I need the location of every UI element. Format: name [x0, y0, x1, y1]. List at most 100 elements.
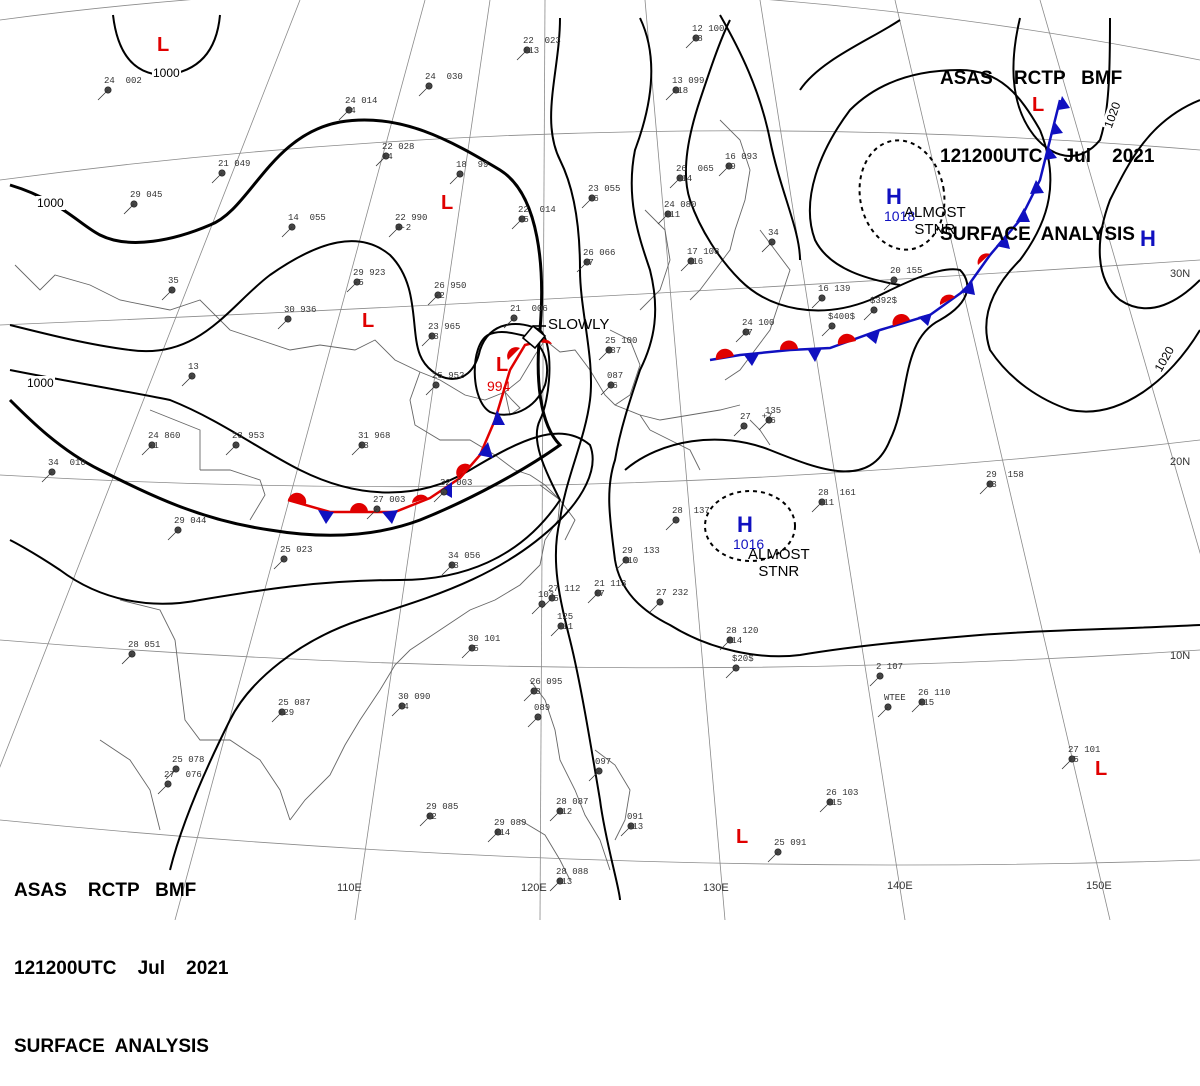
wind-barb — [419, 815, 431, 827]
wind-barb — [877, 706, 889, 718]
low-pressure-label: L — [496, 354, 509, 376]
station-plot-text: 091 +13 — [627, 812, 644, 832]
wind-barb — [657, 213, 669, 225]
wind-barb — [418, 85, 430, 97]
chart-title-top-right: ASAS RCTP BMF 121200UTC Jul 2021 SURFACE… — [940, 14, 1154, 274]
wind-barb — [615, 559, 627, 571]
isobar-label: 1000 — [36, 196, 65, 210]
station-plot-text: 28 051 — [128, 640, 161, 650]
station-plot-text: 27 +7 — [740, 412, 773, 422]
station-plot-text: $20$ — [732, 654, 754, 664]
wind-barb — [161, 289, 173, 301]
wind-barb — [527, 716, 539, 728]
station-plot-text: 28 088 +13 — [556, 867, 589, 887]
title-line: 121200UTC Jul 2021 — [940, 146, 1155, 167]
wind-barb — [388, 226, 400, 238]
wind-barb — [588, 770, 600, 782]
wind-barb — [665, 89, 677, 101]
station-plot-text: 13 099 +18 — [672, 76, 705, 96]
wind-barb — [1061, 758, 1073, 770]
station-plot-text: 17 108 +16 — [687, 247, 720, 267]
station-plot-text: $400$ — [828, 312, 856, 322]
wind-barb — [735, 331, 747, 343]
station-plot-text: 29 133 +10 — [622, 546, 660, 566]
wind-barb — [869, 675, 881, 687]
station-plot-text: 30 090 +4 — [398, 692, 431, 712]
longitude-label: 150E — [1086, 880, 1112, 892]
station-plot-text: 32 003 — [440, 478, 473, 488]
wind-barb — [819, 801, 831, 813]
station-plot-text: 27 003 — [373, 495, 406, 505]
low-pressure-label: L — [1032, 94, 1045, 116]
station-plot-text: $392$ — [870, 296, 898, 306]
isobars — [8, 14, 1200, 901]
wind-barb — [351, 444, 363, 456]
station-plot-text: 29 044 — [174, 516, 207, 526]
wind-barb — [725, 667, 737, 679]
wind-barb — [121, 653, 133, 665]
station-plots — [41, 34, 1076, 892]
graticule — [0, 0, 1200, 920]
low-pressure-label: L — [362, 310, 375, 332]
station-plot-text: 25 091 — [774, 838, 807, 848]
station-plot-text: 16 093 +9 — [725, 152, 758, 172]
low-pressure-label: L — [736, 826, 749, 848]
wind-barb — [425, 384, 437, 396]
wind-barb — [767, 851, 779, 863]
station-plot-text: 25 100 +37 — [605, 336, 638, 356]
wind-barb — [680, 260, 692, 272]
station-plot-text: 21 006 — [510, 304, 548, 314]
station-plot-text: 27 101 +5 — [1068, 745, 1101, 765]
station-plot-text: 22 990 0-2 — [395, 213, 428, 233]
wind-barb — [758, 419, 770, 431]
station-plot-text: 22 028 +4 — [382, 142, 415, 162]
station-plot-text: 29 089 +14 — [494, 818, 527, 838]
wind-barb — [587, 592, 599, 604]
isobar-label: 1000 — [152, 66, 181, 80]
station-plot-text: 29 923 -5 — [353, 268, 386, 288]
station-plot-text: 34 010 — [48, 458, 86, 468]
station-plot-text: 30 936 — [284, 305, 317, 315]
wind-barb — [883, 279, 895, 291]
station-plot-text: 34 — [768, 228, 779, 238]
latitude-label: 30N — [1170, 268, 1191, 280]
station-plot-text: 25 023 — [280, 545, 313, 555]
wind-barb — [821, 325, 833, 337]
station-plot-text: 31 968 +3 — [358, 431, 391, 451]
station-plot-text: 26 065 +14 — [676, 164, 714, 184]
wind-barb — [346, 281, 358, 293]
chart-title-bottom-left: ASAS RCTP BMF 121200UTC Jul 2021 SURFACE… — [14, 826, 228, 1086]
longitude-label: 140E — [887, 880, 913, 892]
wind-barb — [141, 444, 153, 456]
station-plot-text: 23 055 +6 — [588, 184, 621, 204]
station-plot-text: 125 +11 — [557, 612, 574, 632]
wind-barb — [421, 335, 433, 347]
wind-barb — [718, 165, 730, 177]
wind-barb — [811, 297, 823, 309]
station-plot-text: 27 076 — [164, 770, 202, 780]
wind-barb — [97, 89, 109, 101]
station-plot-text: 26 950 -2 — [434, 281, 467, 301]
station-plot-text: 26 095 +3 — [530, 677, 563, 697]
wind-barb — [165, 768, 177, 780]
station-plot-text: 087 +6 — [607, 371, 624, 391]
station-plot-text: 28 087 +12 — [556, 797, 589, 817]
wind-barb — [811, 501, 823, 513]
wind-barb — [449, 173, 461, 185]
station-plot-text: 089 — [534, 703, 551, 713]
station-plot-text: 14 055 — [288, 213, 326, 223]
station-plot-text: 18 99 — [456, 160, 489, 170]
station-plot-text: 26 066 +7 — [583, 248, 616, 268]
station-plot-text: 26 110 +15 — [918, 688, 951, 708]
wind-barb — [550, 625, 562, 637]
station-plot-text: 103 — [538, 590, 555, 600]
station-plot-text: 29 085 +2 — [426, 802, 459, 822]
title-line: SURFACE ANALYSIS — [14, 1036, 209, 1057]
station-plot-text: 28 137 — [672, 506, 710, 516]
wind-barb — [41, 471, 53, 483]
station-plot-text: 22 014 +5 — [518, 205, 556, 225]
front-warm-semicircles — [288, 253, 990, 512]
title-line: ASAS RCTP BMF — [940, 68, 1123, 89]
station-plot-text: 13 — [188, 362, 199, 372]
wind-barb — [427, 294, 439, 306]
